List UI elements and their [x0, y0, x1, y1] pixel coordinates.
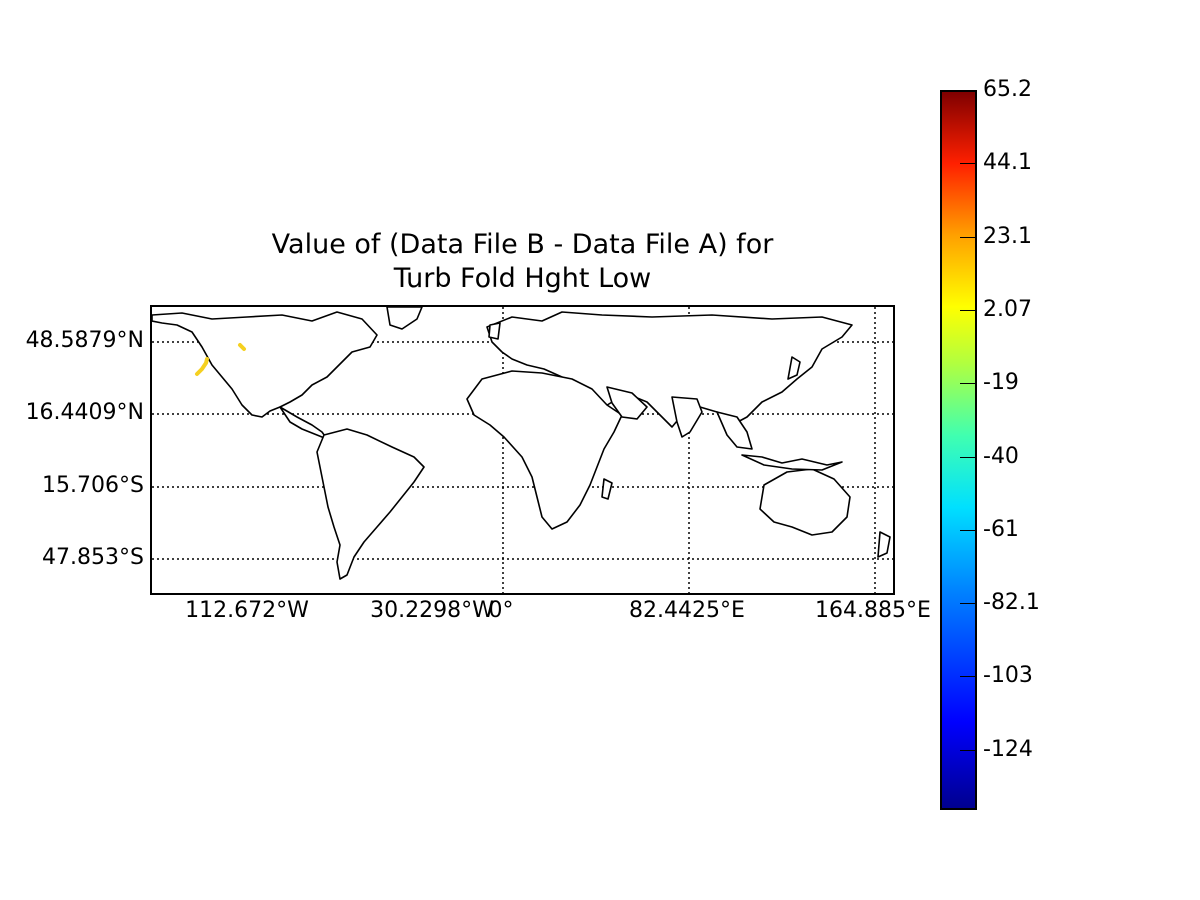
indonesia-outline [741, 454, 843, 471]
lat-label-16n: 16.4409°N [25, 400, 144, 425]
madagascar-outline [601, 478, 613, 500]
new-zealand-outline [877, 531, 891, 558]
colorbar-label: -124 [983, 736, 1033, 762]
colorbar-tick [960, 603, 977, 605]
japan-outline [787, 356, 801, 380]
lat-label-48n: 48.5879°N [25, 328, 144, 353]
colorbar-tick [960, 163, 977, 165]
colorbar-tick [960, 383, 977, 385]
colorbar-tick [960, 749, 977, 751]
central-america-outline [279, 406, 328, 440]
lat-label-15s: 15.706°S [42, 473, 144, 498]
colorbar-tick [960, 456, 977, 458]
colorbar-label: -19 [983, 370, 1019, 396]
chart-title: Value of (Data File B - Data File A) for… [150, 228, 895, 296]
colorbar-label: -40 [983, 443, 1019, 469]
india-outline [671, 396, 703, 438]
colorbar-tick [960, 529, 977, 531]
colorbar-label: 2.07 [983, 296, 1032, 322]
colorbar-tick [960, 90, 977, 91]
colorbar-label: -82.1 [983, 590, 1040, 616]
south-america-outline [316, 428, 425, 580]
lon-label-30w: 30.2298°W [370, 598, 494, 623]
lon-label-112w: 112.672°W [185, 598, 309, 623]
greenland-outline [386, 307, 423, 330]
southeast-asia-outline [716, 411, 753, 450]
colorbar-label: -103 [983, 663, 1033, 689]
arabia-outline [606, 386, 648, 420]
colorbar-tick [960, 309, 977, 311]
north-america-outline [152, 311, 378, 418]
map-canvas [152, 307, 893, 593]
title-line-2: Turb Fold Hght Low [393, 263, 652, 294]
lon-label-0: 0° [488, 598, 514, 623]
lon-label-82e: 82.4425°E [629, 598, 745, 623]
world-map [150, 305, 895, 595]
data-feature [195, 357, 209, 376]
colorbar-label: 23.1 [983, 223, 1032, 249]
britain-outline [488, 322, 501, 340]
colorbar [940, 90, 977, 810]
colorbar-label: 65.2 [983, 77, 1032, 102]
title-line-1: Value of (Data File B - Data File A) for [271, 229, 774, 260]
australia-outline [759, 468, 851, 536]
data-feature [238, 343, 246, 351]
colorbar-label: 44.1 [983, 150, 1032, 176]
colorbar-label: -61 [983, 516, 1019, 542]
lon-label-164e: 164.885°E [815, 598, 931, 623]
africa-outline [466, 370, 623, 530]
colorbar-tick [960, 676, 977, 678]
colorbar-tick [960, 236, 977, 238]
lat-label-47s: 47.853°S [42, 545, 144, 570]
